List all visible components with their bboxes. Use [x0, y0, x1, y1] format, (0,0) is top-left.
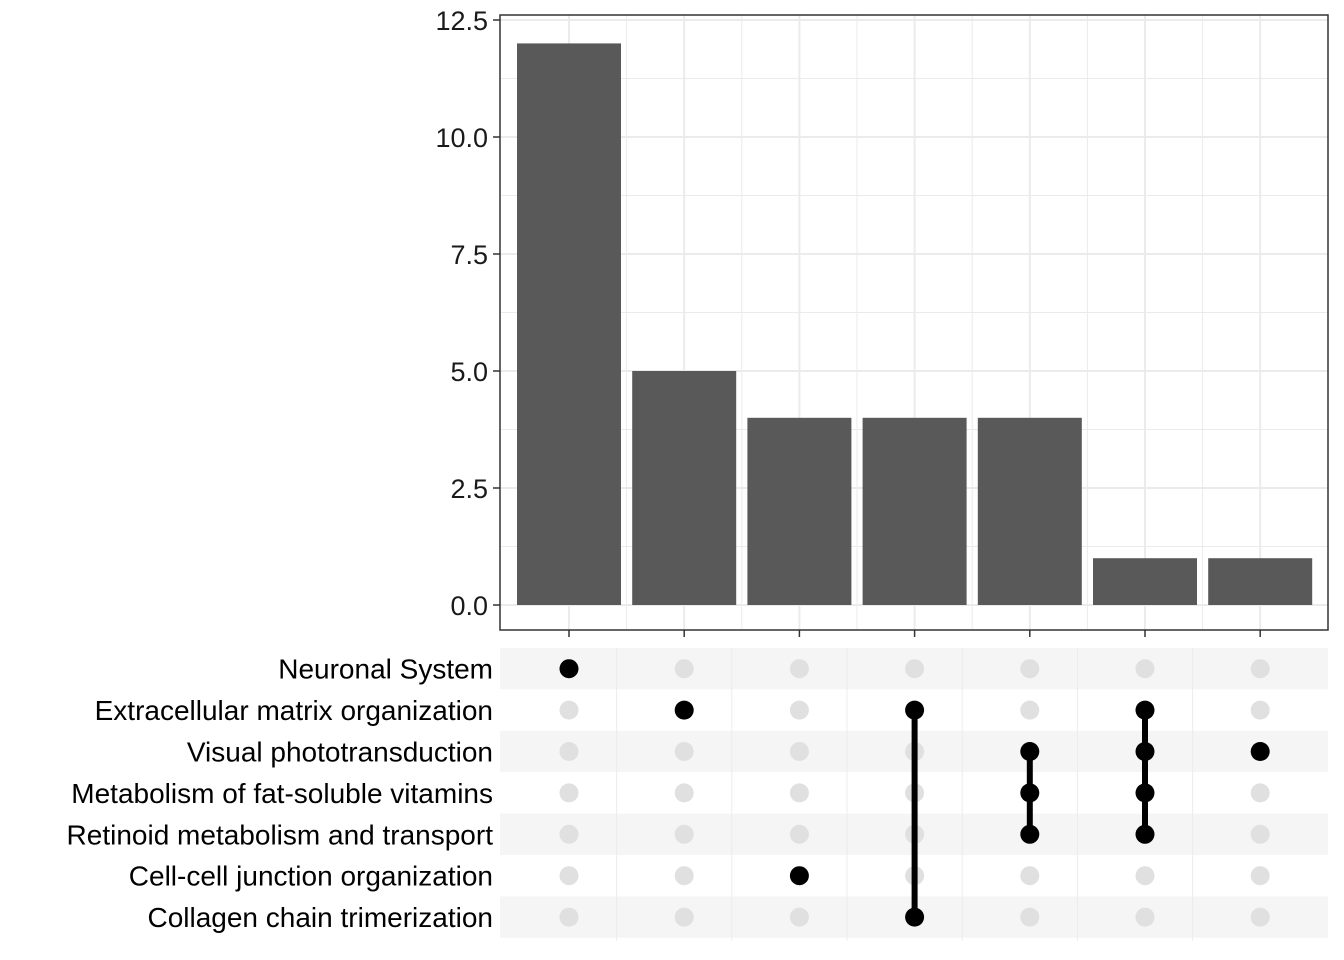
y-tick-label: 2.5 [450, 474, 488, 504]
intersection-bar [1208, 558, 1313, 605]
set-label: Cell-cell junction organization [129, 861, 493, 892]
inactive-dot [1135, 866, 1155, 886]
active-dot [1020, 783, 1040, 803]
inactive-dot [1250, 700, 1270, 720]
inactive-dot [789, 783, 809, 803]
inactive-dot [789, 700, 809, 720]
intersection-bar [747, 417, 852, 605]
active-dot [1020, 742, 1040, 761]
active-dot [1135, 783, 1155, 803]
intersection-bar [632, 371, 737, 605]
active-dot [905, 700, 925, 720]
set-labels: Neuronal System Extracellular matrix orga… [67, 654, 494, 933]
active-dot [559, 659, 579, 679]
inactive-dot [1250, 907, 1270, 927]
inactive-dot [789, 824, 809, 844]
y-tick-label: 10.0 [435, 123, 488, 153]
inactive-dot [674, 742, 694, 761]
inactive-dot [559, 700, 579, 720]
inactive-dot [559, 866, 579, 886]
active-dot [1250, 742, 1270, 761]
inactive-dot [559, 907, 579, 927]
active-dot [1135, 700, 1155, 720]
intersection-bar [977, 417, 1082, 605]
inactive-dot [674, 783, 694, 803]
inactive-dot [1020, 907, 1040, 927]
inactive-dot [674, 659, 694, 679]
inactive-dot [1250, 824, 1270, 844]
inactive-dot [789, 907, 809, 927]
inactive-dot [1250, 783, 1270, 803]
intersection-size-panel: 0.0 2.5 5.0 7.5 10.0 12.5 [435, 6, 1329, 637]
y-tick-label: 5.0 [450, 357, 488, 387]
y-tick-label: 7.5 [450, 240, 488, 270]
y-tick-label: 12.5 [435, 6, 488, 36]
inactive-dot [674, 824, 694, 844]
inactive-dot [559, 742, 579, 761]
active-dot [905, 907, 925, 927]
active-dot [1135, 824, 1155, 844]
inactive-dot [559, 783, 579, 803]
set-label: Visual phototransduction [187, 737, 493, 768]
active-dot [674, 700, 694, 720]
inactive-dot [1250, 866, 1270, 886]
intersection-bar [517, 43, 621, 605]
inactive-dot [1250, 659, 1270, 679]
set-label: Neuronal System [278, 654, 493, 685]
intersection-bar [1093, 558, 1197, 605]
active-dot [1020, 824, 1040, 844]
active-dot [1135, 742, 1155, 761]
set-label: Retinoid metabolism and transport [67, 819, 494, 850]
set-label: Metabolism of fat-soluble vitamins [71, 778, 493, 809]
inactive-dot [1135, 907, 1155, 927]
inactive-dot [905, 659, 925, 679]
set-label: Collagen chain trimerization [147, 902, 493, 933]
y-tick-label: 0.0 [450, 591, 488, 621]
inactive-dot [789, 742, 809, 761]
inactive-dot [1020, 659, 1040, 679]
inactive-dot [1020, 866, 1040, 886]
intersection-bar [862, 417, 967, 605]
inactive-dot [1135, 659, 1155, 679]
inactive-dot [1020, 700, 1040, 720]
inactive-dot [674, 866, 694, 886]
membership-matrix-panel [500, 648, 1328, 941]
inactive-dot [789, 659, 809, 679]
inactive-dot [674, 907, 694, 927]
inactive-dot [559, 824, 579, 844]
set-label: Extracellular matrix organization [95, 695, 493, 726]
active-dot [789, 866, 809, 886]
